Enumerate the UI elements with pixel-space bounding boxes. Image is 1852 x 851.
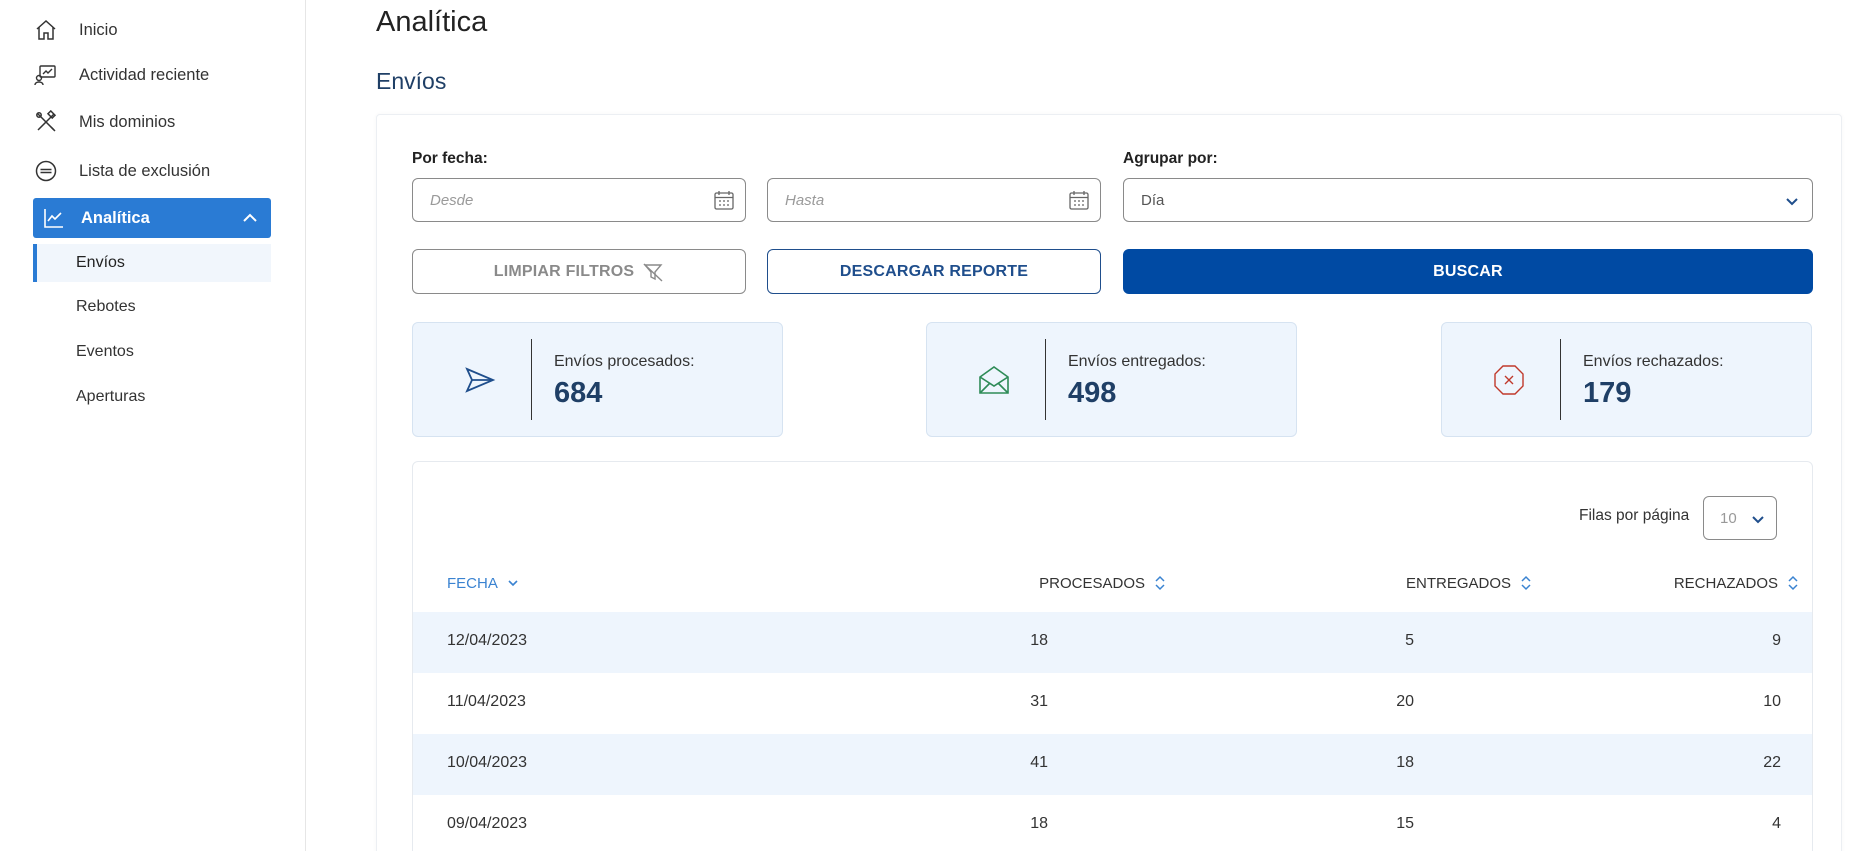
cell-delivered: 18	[1396, 754, 1414, 771]
sidebar-item-label: Actividad reciente	[79, 65, 210, 84]
stat-divider	[531, 339, 532, 420]
cell-processed: 41	[1030, 754, 1048, 771]
rows-per-page-label: Filas por página	[1579, 507, 1690, 524]
stat-label: Envíos entregados:	[1068, 353, 1206, 370]
sort-icon	[1521, 575, 1531, 591]
block-icon	[33, 158, 59, 184]
sidebar-item-exclusion[interactable]: Lista de exclusión	[33, 152, 271, 190]
cell-date: 12/04/2023	[447, 632, 528, 649]
from-date-placeholder: Desde	[430, 191, 474, 209]
cell-delivered: 20	[1396, 693, 1414, 710]
group-by-select[interactable]: Día	[1123, 178, 1813, 222]
stat-processed: Envíos procesados: 684	[412, 322, 783, 437]
cell-processed: 31	[1030, 693, 1048, 710]
home-icon	[33, 17, 59, 43]
search-button[interactable]: BUSCAR	[1123, 249, 1813, 294]
sidebar-subitem-label: Envíos	[76, 254, 125, 271]
sidebar-subitem-label: Eventos	[76, 343, 134, 360]
cell-rejected: 22	[1763, 754, 1781, 771]
sidebar-item-actividad[interactable]: Actividad reciente	[33, 56, 271, 94]
sidebar-subitem-label: Aperturas	[76, 388, 146, 405]
header-label: RECHAZADOS	[1673, 574, 1778, 592]
cell-date: 11/04/2023	[447, 693, 526, 710]
stat-value: 498	[1068, 377, 1117, 409]
sidebar-item-inicio[interactable]: Inicio	[33, 11, 271, 49]
filter-off-icon	[643, 262, 663, 282]
data-table: Filas por página 10 FECHA PROCESADOS ENT…	[412, 461, 1813, 851]
cell-date: 10/04/2023	[447, 754, 528, 771]
sidebar-subitem-envios[interactable]: Envíos	[33, 244, 271, 282]
sidebar-item-dominios[interactable]: Mis dominios	[33, 103, 271, 141]
stat-value: 179	[1583, 377, 1632, 409]
sidebar-subitem-rebotes[interactable]: Rebotes	[33, 288, 271, 326]
cell-rejected: 9	[1772, 632, 1781, 649]
cell-delivered: 15	[1396, 815, 1414, 832]
stat-label: Envíos procesados:	[554, 353, 695, 370]
download-report-button[interactable]: DESCARGAR REPORTE	[767, 249, 1101, 294]
clear-filters-button[interactable]: LIMPIAR FILTROS	[412, 249, 746, 294]
send-icon	[465, 367, 496, 393]
group-by-value: Día	[1141, 191, 1165, 209]
stat-delivered: Envíos entregados: 498	[926, 322, 1297, 437]
section-title: Envíos	[376, 68, 447, 94]
sort-desc-icon	[508, 580, 518, 587]
stat-label: Envíos rechazados:	[1583, 353, 1724, 370]
sidebar-item-label: Lista de exclusión	[79, 161, 211, 180]
table-row: 11/04/2023 31 20 10	[413, 673, 1812, 734]
cell-delivered: 5	[1405, 632, 1414, 649]
calendar-icon[interactable]	[713, 189, 735, 211]
header-label: FECHA	[447, 574, 498, 592]
download-report-label: DESCARGAR REPORTE	[839, 262, 1029, 280]
table-row: 12/04/2023 18 5 9	[413, 612, 1812, 673]
header-label: PROCESADOS	[1039, 574, 1145, 592]
date-filter-label: Por fecha:	[412, 150, 488, 167]
stat-value: 684	[554, 377, 603, 409]
sort-icon	[1788, 575, 1798, 591]
tools-icon	[33, 109, 59, 135]
clear-filters-label: LIMPIAR FILTROS	[493, 262, 635, 280]
calendar-icon[interactable]	[1068, 189, 1090, 211]
search-label: BUSCAR	[1433, 262, 1503, 280]
chevron-down-icon	[1752, 516, 1764, 524]
to-date-input[interactable]: Hasta	[767, 178, 1101, 222]
chevron-up-icon[interactable]	[241, 209, 259, 227]
sort-icon	[1155, 575, 1165, 591]
open-envelope-icon	[979, 366, 1009, 394]
rows-per-page-value: 10	[1720, 509, 1737, 527]
table-row: 09/04/2023 18 15 4	[413, 795, 1812, 851]
header-label: ENTREGADOS	[1405, 574, 1511, 592]
header-procesados[interactable]: PROCESADOS	[1039, 574, 1167, 592]
to-date-placeholder: Hasta	[785, 191, 825, 209]
page-title: Analítica	[376, 6, 488, 38]
cell-processed: 18	[1030, 815, 1048, 832]
rows-per-page-select[interactable]: 10	[1703, 496, 1777, 540]
chart-icon	[41, 205, 67, 231]
header-rechazados[interactable]: RECHAZADOS	[1674, 574, 1800, 592]
sidebar-subitem-aperturas[interactable]: Aperturas	[33, 378, 271, 416]
cell-rejected: 4	[1772, 815, 1781, 832]
sidebar-item-analitica[interactable]: Analítica	[33, 198, 271, 238]
sidebar: Inicio Actividad reciente Mis dominios L…	[0, 0, 306, 851]
sidebar-subitem-label: Rebotes	[76, 298, 136, 315]
header-fecha[interactable]: FECHA	[447, 574, 520, 592]
header-entregados[interactable]: ENTREGADOS	[1406, 574, 1533, 592]
group-by-label: Agrupar por:	[1123, 150, 1218, 167]
activity-icon	[33, 62, 59, 88]
cell-date: 09/04/2023	[447, 815, 528, 832]
sidebar-subitem-eventos[interactable]: Eventos	[33, 333, 271, 371]
stat-divider	[1560, 339, 1561, 420]
stat-divider	[1045, 339, 1046, 420]
sidebar-item-label: Mis dominios	[79, 112, 176, 131]
stat-rejected: Envíos rechazados: 179	[1441, 322, 1812, 437]
cell-rejected: 10	[1763, 693, 1781, 710]
table-row: 10/04/2023 41 18 22	[413, 734, 1812, 795]
sidebar-item-label: Analítica	[81, 208, 150, 227]
chevron-down-icon	[1786, 198, 1798, 206]
sidebar-item-label: Inicio	[79, 20, 118, 39]
cell-processed: 18	[1030, 632, 1048, 649]
reject-octagon-icon	[1494, 365, 1524, 395]
from-date-input[interactable]: Desde	[412, 178, 746, 222]
